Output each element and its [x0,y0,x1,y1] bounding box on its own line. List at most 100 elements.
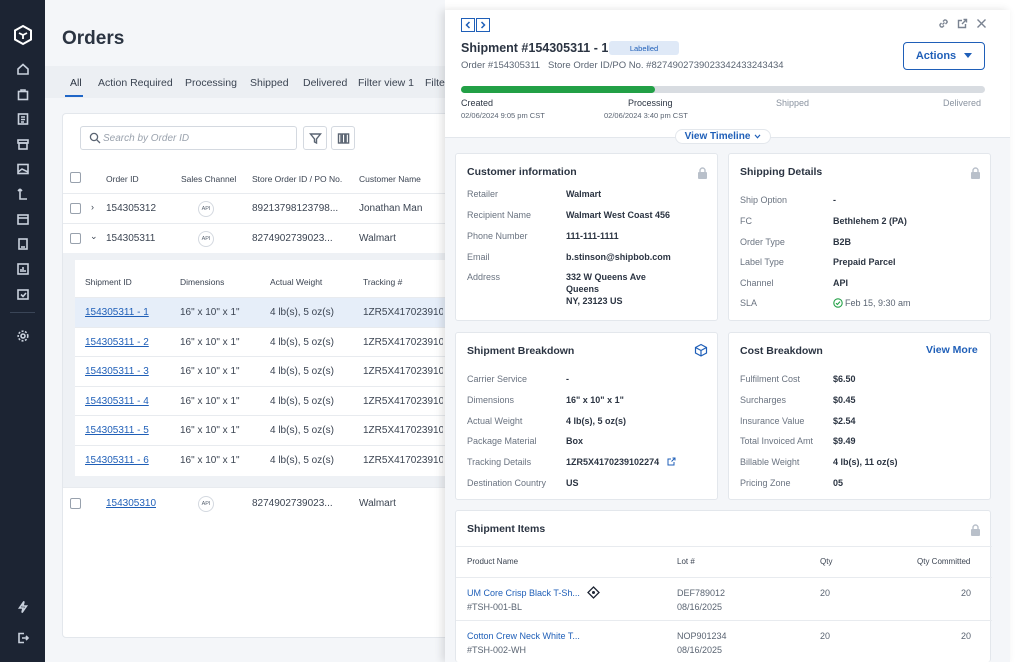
retailer-value: Walmart [566,189,602,199]
orders-bag-icon[interactable] [15,86,31,102]
actual-weight-label: Actual Weight [467,416,523,426]
api-channel-badge: API [198,231,214,247]
table-row[interactable]: 154305310 API 8274902739023... Walmart [63,487,463,519]
store-order-id: 8274902739023... [252,498,333,509]
chevron-right-icon [480,21,486,29]
store-order-id: 89213798123798... [252,203,339,214]
search-input[interactable] [103,131,288,146]
label-type-label: Label Type [740,257,784,267]
close-icon[interactable] [976,16,987,28]
sidebar-divider [10,312,35,313]
customer-info-title: Customer information [467,166,577,178]
home-icon[interactable] [15,61,31,77]
columns-icon [337,132,349,144]
integrations-bolt-icon[interactable] [15,599,31,615]
chevron-down-icon[interactable]: ⌄ [90,231,98,241]
shipment-row-selected[interactable]: 154305311 - 1 16" x 10" x 1" 4 lb(s), 5 … [75,297,465,327]
receipt-icon[interactable] [15,236,31,252]
shipment-id-link[interactable]: 154305311 - 4 [85,395,149,407]
tracking-details-value[interactable]: 1ZR5X4170239102274 [566,457,660,467]
order-id[interactable]: 154305312 [106,203,157,214]
tab-all[interactable]: All [70,77,82,89]
chevron-left-icon [465,21,471,29]
previous-shipment-button[interactable] [461,18,475,32]
tab-action-required[interactable]: Action Required [98,77,173,89]
fulfilment-cost-value: $6.50 [833,374,856,384]
lock-icon [970,166,981,179]
tab-shipped[interactable]: Shipped [250,77,289,89]
settings-gear-icon[interactable] [15,328,31,344]
column-header-store-order-id[interactable]: Store Order ID / PO No. [252,174,343,184]
logout-icon[interactable] [15,630,31,646]
surcharges-value: $0.45 [833,395,856,405]
shipment-row[interactable]: 154305311 - 6 16" x 10" x 1" 4 lb(s), 5 … [75,444,465,475]
column-header-lot: Lot # [677,557,695,566]
address-line-1: 332 W Queens Ave [566,272,646,282]
item-qty: 20 [820,631,831,641]
shipment-weight: 4 lb(s), 5 oz(s) [270,395,334,407]
fulfilment-cost-label: Fulfilment Cost [740,374,801,384]
destination-country-label: Destination Country [467,478,547,488]
row-checkbox[interactable] [70,233,81,244]
package-icon[interactable] [694,343,708,357]
shipment-id-link[interactable]: 154305311 - 3 [85,366,149,377]
product-name-link[interactable]: UM Core Crisp Black T-Sh... [467,588,580,598]
shipment-row[interactable]: 154305311 - 4 16" x 10" x 1" 4 lb(s), 5 … [75,385,465,416]
shipment-id-link[interactable]: 154305311 - 5 [85,425,149,436]
tab-filter-view-2[interactable]: Filte [425,77,445,89]
chevron-right-icon[interactable]: › [91,202,94,212]
open-external-icon[interactable] [957,16,968,29]
shipment-id-link[interactable]: 154305311 - 2 [85,336,149,348]
caret-down-icon [964,53,973,58]
column-header-product-name: Product Name [467,557,519,566]
stage-processing-time: 02/06/2024 3:40 pm CST [604,111,688,120]
shipment-row[interactable]: 154305311 - 3 16" x 10" x 1" 4 lb(s), 5 … [75,356,465,386]
view-timeline-button[interactable]: View Timeline [675,129,771,144]
image-icon[interactable] [15,161,31,177]
label-type-value: Prepaid Parcel [833,257,896,267]
logo-icon[interactable] [12,24,34,46]
order-type-value: B2B [833,237,852,247]
returns-icon[interactable] [15,186,31,202]
order-number-line: Order #154305311 Store Order ID/PO No. #… [461,60,784,71]
row-checkbox[interactable] [70,203,81,214]
filter-button[interactable] [303,126,327,150]
column-header-customer-name[interactable]: Customer Name [359,174,421,184]
calendar-icon[interactable] [15,211,31,227]
table-row[interactable]: ⌄ 154305311 API 8274902739023... Walmart [63,223,463,253]
external-link-icon[interactable] [667,457,676,466]
inventory-box-icon[interactable] [15,136,31,152]
next-shipment-button[interactable] [476,18,490,32]
lot-number: DEF789012 [677,588,726,598]
tab-processing[interactable]: Processing [185,77,237,89]
shipment-id-link[interactable]: 154305311 - 6 [85,454,149,466]
shipment-detail-panel: Shipment #154305311 - 1 Labelled Order #… [445,10,1010,662]
shipment-row[interactable]: 154305311 - 2 16" x 10" x 1" 4 lb(s), 5 … [75,326,465,357]
columns-button[interactable] [331,126,355,150]
column-header-sales-channel[interactable]: Sales Channel [181,174,237,184]
shipment-row[interactable]: 154305311 - 5 16" x 10" x 1" 4 lb(s), 5 … [75,415,465,445]
copy-link-icon[interactable] [938,16,949,28]
progress-track [461,86,985,93]
item-row[interactable]: Cotton Crew Neck White T... #TSH-002-WH … [456,620,992,662]
column-header-qty: Qty [820,557,833,566]
shipment-id-link[interactable]: 154305311 - 1 [85,307,149,318]
order-id-link[interactable]: 154305310 [106,498,157,509]
table-row[interactable]: › 154305312 API 89213798123798... Jonath… [63,193,463,223]
select-all-checkbox[interactable] [70,172,81,183]
actions-button[interactable]: Actions [903,42,985,70]
lot-date: 08/16/2025 [677,602,723,612]
row-checkbox[interactable] [70,498,81,509]
shipment-dimensions: 16" x 10" x 1" [180,366,240,377]
view-timeline-label: View Timeline [684,131,751,142]
tab-filter-view-1[interactable]: Filter view 1 [358,77,415,89]
item-row[interactable]: UM Core Crisp Black T-Sh... #TSH-001-BL … [456,577,992,620]
analytics-icon[interactable] [15,261,31,277]
view-more-link[interactable]: View More [926,344,978,356]
document-icon[interactable] [15,111,31,127]
billing-icon[interactable] [15,286,31,302]
tab-delivered[interactable]: Delivered [303,77,348,89]
column-header-order-id[interactable]: Order ID [106,174,139,184]
product-name-link[interactable]: Cotton Crew Neck White T... [467,631,580,641]
order-id[interactable]: 154305311 [106,233,156,244]
